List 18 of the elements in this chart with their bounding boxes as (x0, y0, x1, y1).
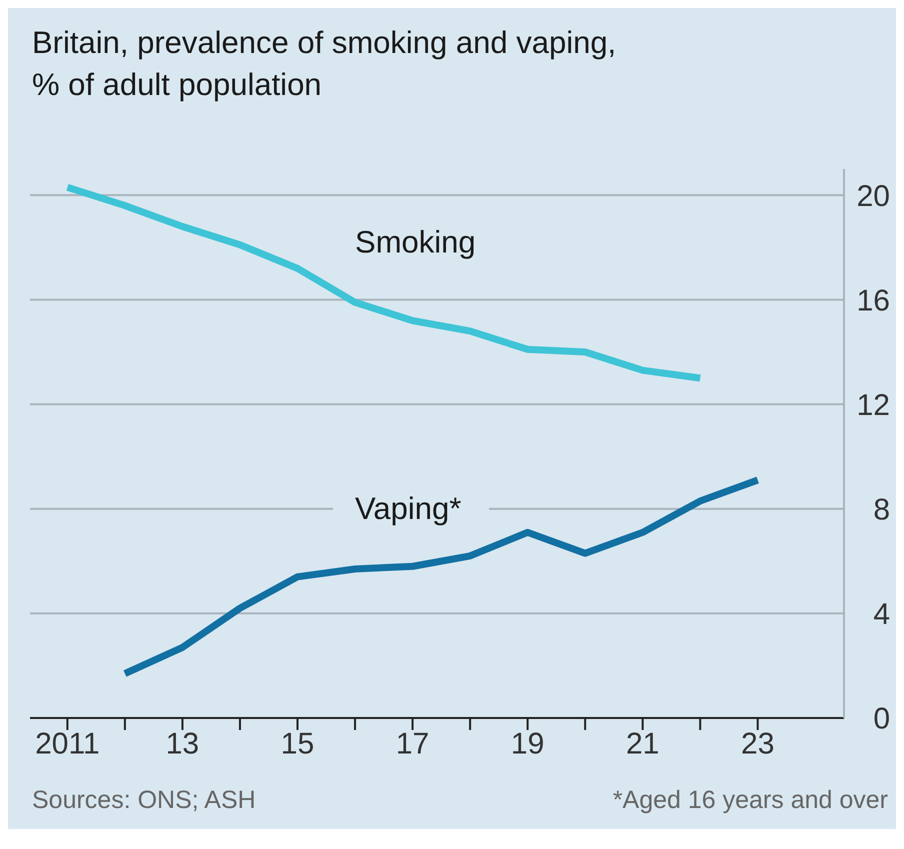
x-tick-label: 15 (280, 727, 314, 760)
text: *Aged 16 years and over (612, 786, 888, 815)
y-tick-label: 8 (873, 494, 890, 527)
x-tick-label: 13 (166, 727, 200, 760)
x-tick-label: 17 (396, 727, 430, 760)
y-tick-label: 12 (856, 388, 890, 422)
x-tick-label: 2011 (35, 727, 100, 760)
chart-title: Britain, prevalence of smoking and vaping, % of adult population (31, 24, 618, 104)
x-tick-label: 21 (626, 727, 660, 760)
y-tick-label: 4 (873, 598, 890, 632)
y-tick-label: 16 (856, 284, 890, 318)
x-tick-label: 23 (741, 727, 774, 760)
y-tick-label: 0 (873, 702, 890, 736)
source-note: Sources: ONS; ASH (32, 786, 256, 815)
y-tick-label: 20 (856, 180, 890, 213)
x-tick-label: 19 (510, 727, 544, 760)
series-label: Smoking (355, 224, 476, 260)
series-label: Vaping* (355, 490, 462, 526)
